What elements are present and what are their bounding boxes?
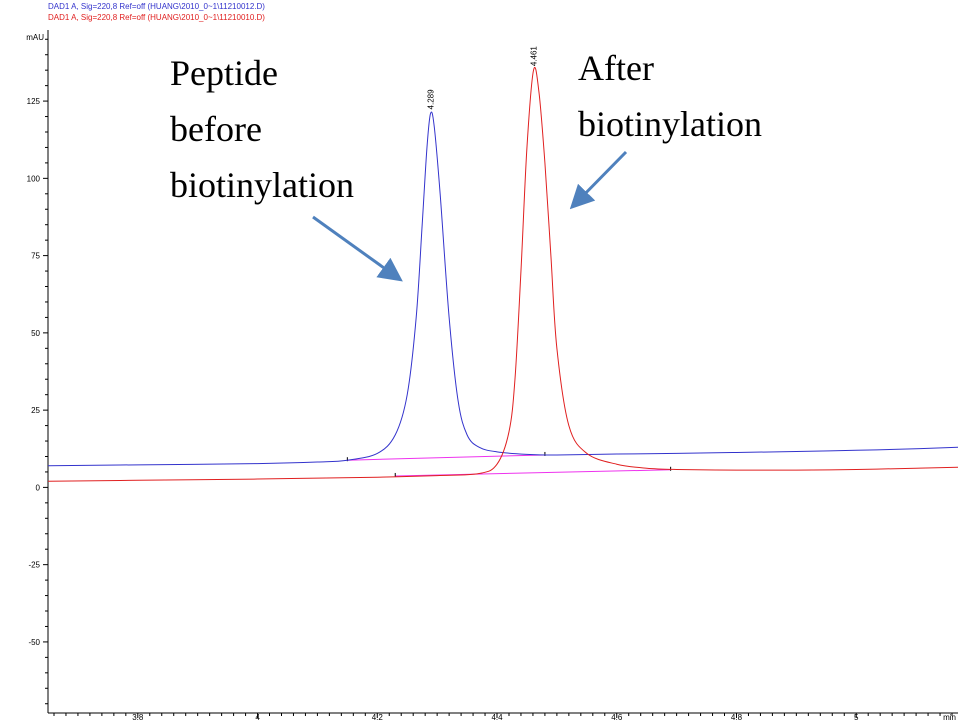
integration-baseline-before — [347, 454, 545, 461]
y-tick-label: -25 — [28, 561, 40, 570]
y-axis-unit: mAU — [26, 33, 44, 42]
arrow-before — [312, 215, 403, 282]
annotation-peptide-before: Peptide before biotinylation — [170, 45, 354, 213]
x-axis-unit: min — [943, 713, 956, 720]
chart-axes — [43, 30, 958, 718]
chromatogram-traces — [47, 66, 959, 482]
signal-legend-after: DAD1 A, Sig=220,8 Ref=off (HUANG\2010_0~… — [48, 13, 265, 22]
annotation-after-line-1: After — [578, 48, 654, 88]
annotation-before-line-3: biotinylation — [170, 165, 354, 205]
x-tick-label: 5 — [854, 713, 859, 720]
y-tick-label: 75 — [31, 252, 40, 261]
x-tick-label: 4.6 — [611, 713, 623, 720]
arrow-after — [569, 150, 628, 210]
peak-label-before: 4.289 — [427, 89, 436, 110]
y-tick-label: -50 — [28, 638, 40, 647]
x-tick-label: 3.8 — [132, 713, 144, 720]
annotation-after-biotinylation: After biotinylation — [578, 40, 762, 152]
x-tick-label: 4.2 — [372, 713, 384, 720]
annotation-before-line-2: before — [170, 109, 262, 149]
annotation-arrows — [312, 150, 628, 282]
annotation-before-line-1: Peptide — [170, 53, 278, 93]
x-tick-label: 4.8 — [731, 713, 743, 720]
y-tick-label: 0 — [36, 483, 41, 492]
integration-baseline-after — [395, 469, 671, 477]
y-tick-label: 100 — [27, 174, 41, 183]
x-tick-label: 4 — [255, 713, 260, 720]
trace-before — [47, 111, 959, 467]
y-tick-label: 25 — [31, 406, 40, 415]
x-tick-label: 4.4 — [491, 713, 503, 720]
peak-labels: 4.289 4.461 — [427, 46, 539, 110]
y-tick-label: 50 — [31, 329, 40, 338]
annotation-after-line-2: biotinylation — [578, 104, 762, 144]
integration-baselines — [346, 451, 672, 477]
y-tick-label: 125 — [27, 97, 41, 106]
trace-after — [47, 66, 959, 482]
signal-legend-before: DAD1 A, Sig=220,8 Ref=off (HUANG\2010_0~… — [48, 2, 265, 11]
tick-labels: 125 100 75 50 25 0 -25 -50 mAU 3.8 4 4.2 4.4 4.6 4.8 5 m… — [26, 33, 956, 720]
peak-label-after: 4.461 — [530, 46, 539, 67]
